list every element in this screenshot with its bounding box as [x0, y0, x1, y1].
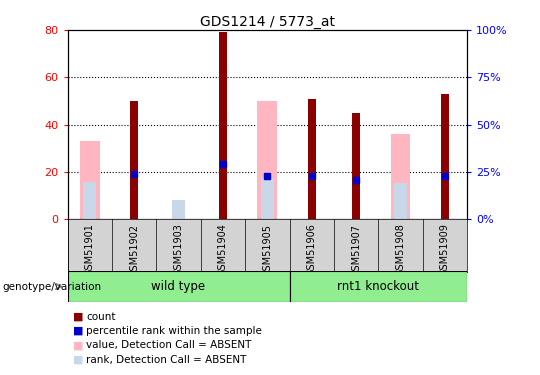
- Text: count: count: [86, 312, 116, 322]
- Title: GDS1214 / 5773_at: GDS1214 / 5773_at: [200, 15, 335, 29]
- Text: GSM51909: GSM51909: [440, 224, 450, 276]
- Bar: [289, 271, 467, 302]
- Bar: [258, 101, 278, 219]
- Bar: [390, 134, 410, 219]
- Bar: [394, 183, 407, 219]
- Text: wild type: wild type: [151, 280, 206, 293]
- Text: GSM51908: GSM51908: [395, 224, 406, 276]
- Text: ■: ■: [73, 326, 83, 336]
- Bar: [219, 32, 227, 219]
- Text: rnt1 knockout: rnt1 knockout: [338, 280, 419, 293]
- Bar: [352, 113, 360, 219]
- Text: GSM51901: GSM51901: [85, 224, 94, 276]
- Text: ■: ■: [73, 355, 83, 364]
- Text: ■: ■: [73, 340, 83, 350]
- Text: GSM51905: GSM51905: [262, 224, 272, 277]
- Text: value, Detection Call = ABSENT: value, Detection Call = ABSENT: [86, 340, 252, 350]
- Text: ■: ■: [73, 312, 83, 322]
- Text: rank, Detection Call = ABSENT: rank, Detection Call = ABSENT: [86, 355, 247, 364]
- Text: genotype/variation: genotype/variation: [3, 282, 102, 291]
- Bar: [172, 200, 185, 219]
- Text: GSM51903: GSM51903: [173, 224, 184, 276]
- Bar: [84, 182, 96, 219]
- Text: GSM51904: GSM51904: [218, 224, 228, 276]
- Bar: [308, 99, 316, 219]
- Text: GSM51902: GSM51902: [129, 224, 139, 277]
- Bar: [261, 178, 274, 219]
- Text: percentile rank within the sample: percentile rank within the sample: [86, 326, 262, 336]
- Bar: [80, 141, 100, 219]
- Bar: [68, 271, 289, 302]
- Text: GSM51906: GSM51906: [307, 224, 316, 276]
- Bar: [130, 101, 138, 219]
- Bar: [441, 94, 449, 219]
- Text: GSM51907: GSM51907: [351, 224, 361, 277]
